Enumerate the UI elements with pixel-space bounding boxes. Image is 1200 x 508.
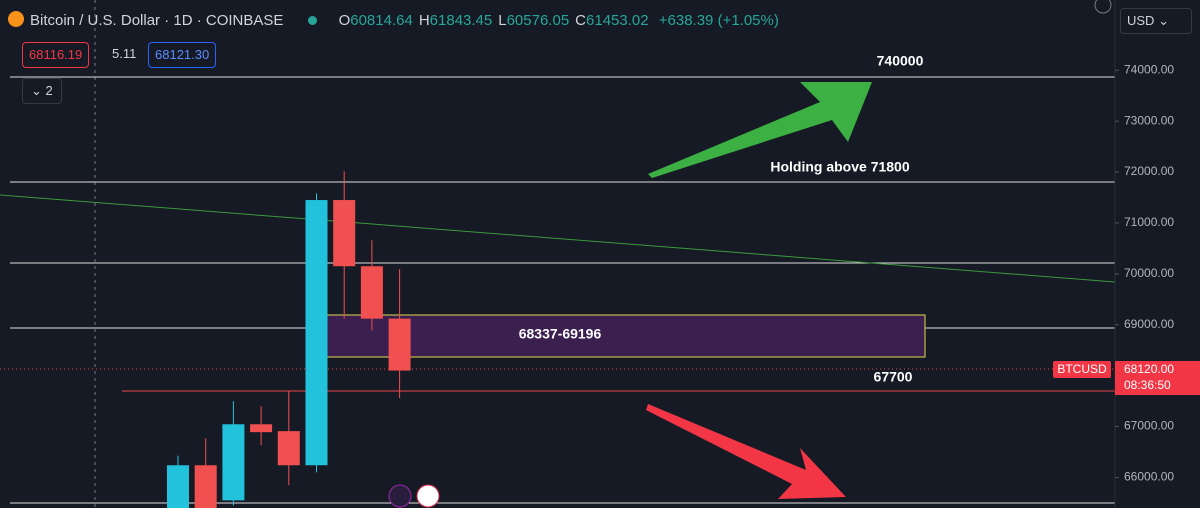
status-dot xyxy=(307,16,317,25)
annotation: 740000 xyxy=(877,53,924,69)
price-tag xyxy=(1115,361,1200,395)
ohlc-value: 61843.45 xyxy=(429,12,493,29)
add-button[interactable] xyxy=(1094,0,1112,14)
price-axis xyxy=(1115,0,1200,508)
symbol-title: Bitcoin / U.S. Dollar · 1D · COINBASE O6… xyxy=(8,11,779,29)
trendline xyxy=(0,194,1116,283)
candles xyxy=(167,171,411,508)
ohlc-key: L xyxy=(498,12,507,29)
y-tick-label: 67000.00 xyxy=(1124,419,1174,433)
y-tick-label: 71000.00 xyxy=(1124,215,1174,229)
ohlc-value: 61453.02 xyxy=(586,12,649,29)
symbol-tag-text: BTCUSD xyxy=(1057,362,1107,376)
ohlc-key: H xyxy=(418,12,430,29)
spread: 5.11 xyxy=(112,46,137,61)
green-arrow xyxy=(648,82,872,178)
countdown: 08:36:50 xyxy=(1124,378,1171,392)
y-tick-label: 70000.00 xyxy=(1124,266,1174,280)
annotation: Holding above 71800 xyxy=(770,159,909,175)
candle-body xyxy=(360,266,383,319)
symbol-tag xyxy=(1053,361,1111,378)
bid[interactable]: 68116.19 xyxy=(22,42,90,68)
candle-body xyxy=(277,431,300,466)
zone-box xyxy=(316,314,926,358)
change: +638.39 (+1.05%) xyxy=(658,12,779,29)
flag-icon[interactable] xyxy=(416,484,440,508)
ohlc-value: 60814.64 xyxy=(350,12,413,29)
price-tag-text: 68120.00 xyxy=(1124,362,1174,376)
candle-body xyxy=(333,200,356,267)
ohlc-value: 60576.05 xyxy=(506,12,570,29)
y-tick-label: 66000.00 xyxy=(1124,470,1174,484)
candle-body xyxy=(167,465,189,508)
coin-icon xyxy=(8,11,24,27)
indicator-count: 2 xyxy=(45,83,53,98)
ohlc-key: O xyxy=(338,12,351,29)
y-tick-label: 69000.00 xyxy=(1124,317,1174,331)
event-icon[interactable] xyxy=(388,484,412,508)
annotation: 67700 xyxy=(874,369,913,385)
currency: USD xyxy=(1127,13,1155,28)
y-tick-label: 74000.00 xyxy=(1124,62,1174,76)
ohlc-key: C xyxy=(575,12,587,29)
red-arrow xyxy=(646,404,846,499)
candle-body xyxy=(305,200,328,466)
annotation: 68337-69196 xyxy=(519,326,602,342)
candle-body xyxy=(250,424,273,433)
symbol: Bitcoin / U.S. Dollar · 1D · COINBASE xyxy=(30,12,284,29)
indicator-toggle[interactable]: ⌄ 2 xyxy=(22,78,62,104)
y-tick-label: 72000.00 xyxy=(1124,164,1174,178)
candle-body xyxy=(194,465,217,508)
currency-select[interactable]: USD ⌄ xyxy=(1120,8,1192,34)
ask[interactable]: 68121.30 xyxy=(148,42,217,68)
y-tick-label: 73000.00 xyxy=(1124,113,1174,127)
candle-body xyxy=(222,424,245,501)
candle-body xyxy=(388,318,411,371)
ohlc: O60814.64 H61843.45 L60576.05 C61453.02 xyxy=(339,12,655,29)
